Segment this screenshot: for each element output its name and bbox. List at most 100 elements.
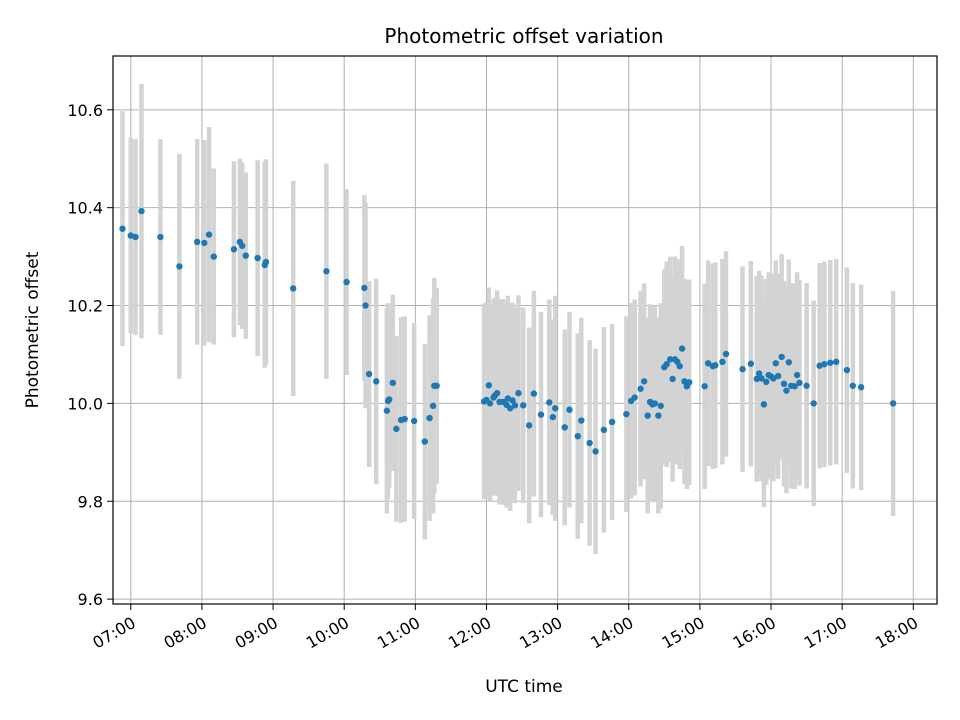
data-point	[780, 380, 788, 388]
data-point	[138, 207, 145, 215]
data-point	[201, 239, 208, 247]
data-point	[493, 389, 501, 397]
data-point	[323, 268, 330, 275]
data-point	[889, 400, 897, 407]
y-axis-ticks: 9.6 9.8 10.0 10.2 10.4 10.6	[67, 101, 113, 609]
data-point	[421, 438, 429, 445]
data-point	[511, 402, 519, 409]
data-point	[389, 379, 397, 387]
x-axis-label: UTC time	[485, 677, 563, 697]
data-point	[132, 233, 139, 241]
data-point	[239, 242, 246, 250]
data-point	[393, 425, 400, 433]
data-point	[678, 345, 686, 352]
data-point	[747, 360, 755, 367]
x-tick-label: 13:00	[516, 613, 565, 653]
data-point	[520, 402, 527, 409]
data-point	[772, 360, 779, 367]
data-point	[778, 353, 785, 361]
data-point	[827, 359, 834, 366]
data-point	[373, 378, 380, 385]
data-point	[578, 417, 585, 424]
y-tick-label: 10.4	[67, 199, 103, 218]
data-point	[546, 399, 553, 406]
data-point	[623, 410, 630, 418]
data-point	[637, 385, 644, 392]
data-point	[739, 365, 746, 373]
data-point	[254, 254, 261, 262]
data-point	[574, 432, 581, 440]
x-tick-label: 08:00	[160, 613, 209, 653]
data-point	[849, 382, 857, 389]
data-point	[343, 278, 350, 286]
x-tick-label: 16:00	[730, 613, 779, 653]
data-point	[515, 389, 522, 397]
data-point	[262, 258, 270, 266]
y-tick-label: 10.2	[67, 297, 103, 316]
y-tick-label: 10.6	[67, 101, 103, 120]
data-point	[509, 397, 516, 404]
data-point	[701, 383, 708, 390]
data-point	[426, 414, 433, 422]
plot-frame	[112, 55, 938, 605]
data-point	[755, 370, 763, 377]
data-point	[365, 370, 373, 378]
data-point	[857, 384, 865, 391]
data-point	[655, 412, 662, 419]
data-point	[386, 396, 393, 403]
data-point	[383, 407, 391, 414]
data-point	[791, 383, 798, 390]
data-point	[770, 375, 777, 382]
data-point	[783, 387, 790, 394]
data-point	[753, 375, 760, 383]
data-point	[608, 418, 616, 426]
chart-title: Photometric offset variation	[384, 24, 663, 48]
data-point	[657, 402, 664, 410]
x-tick-label: 17:00	[801, 613, 850, 653]
data-point	[433, 382, 440, 389]
y-axis-label: Photometric offset	[23, 251, 43, 408]
data-point	[663, 361, 670, 368]
data-point	[712, 362, 719, 369]
data-point	[785, 359, 792, 366]
y-tick-label: 9.8	[78, 492, 103, 511]
data-point	[803, 382, 810, 389]
x-tick-label: 11:00	[374, 613, 423, 653]
data-point	[549, 413, 557, 421]
data-point	[242, 252, 249, 259]
data-point	[774, 372, 782, 380]
data-point	[704, 360, 712, 367]
errorbars	[120, 83, 896, 555]
data-point	[796, 379, 803, 387]
data-point	[537, 411, 545, 418]
data-point	[667, 356, 674, 363]
data-point	[719, 358, 726, 366]
data-point	[485, 382, 493, 389]
x-tick-label: 07:00	[89, 613, 138, 653]
data-point	[833, 358, 840, 366]
data-point	[410, 417, 418, 425]
x-tick-label: 15:00	[658, 613, 707, 653]
data-point	[361, 284, 368, 292]
data-point	[810, 400, 817, 407]
data-point	[193, 238, 201, 246]
data-point	[157, 233, 164, 241]
data-point	[644, 412, 651, 419]
x-tick-label: 12:00	[445, 613, 494, 653]
data-point	[530, 390, 538, 397]
data-point	[525, 422, 533, 429]
data-point	[561, 424, 568, 431]
data-point	[552, 405, 559, 412]
data-point	[760, 401, 768, 408]
data-point	[586, 439, 593, 447]
data-point	[429, 402, 437, 410]
data-point	[758, 375, 765, 382]
data-point	[676, 363, 683, 370]
data-point	[722, 350, 730, 358]
data-point	[651, 400, 659, 407]
data-point	[362, 302, 369, 309]
x-tick-label: 18:00	[872, 613, 921, 653]
data-point	[669, 375, 676, 383]
data-point	[592, 448, 599, 455]
